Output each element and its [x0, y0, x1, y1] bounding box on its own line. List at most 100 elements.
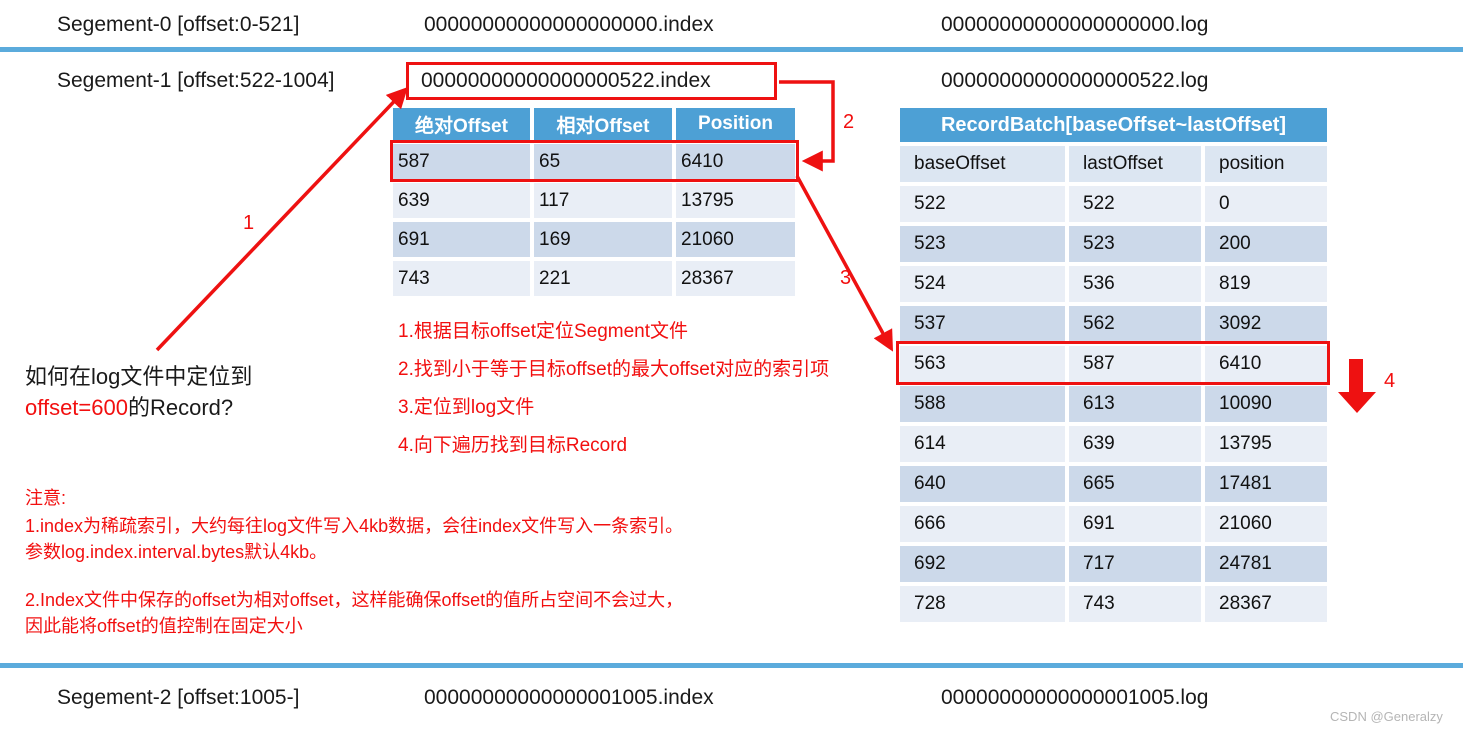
table-cell: 13795 — [676, 183, 795, 218]
table-row: 640 665 17481 — [900, 466, 1327, 502]
table-row: 537 562 3092 — [900, 306, 1327, 342]
index-table-header-row: 绝对Offset 相对Offset Position — [393, 108, 795, 140]
table-cell: 563 — [900, 346, 1065, 382]
question-text: 如何在log文件中定位到 offset=600的Record? — [25, 361, 252, 423]
table-row: 692 717 24781 — [900, 546, 1327, 582]
table-cell: 522 — [900, 186, 1065, 222]
table-cell: 562 — [1069, 306, 1201, 342]
notes-title: 注意: — [25, 488, 67, 508]
table-row: 522 522 0 — [900, 186, 1327, 222]
table-cell: 21060 — [1205, 506, 1327, 542]
table-cell: 221 — [534, 261, 672, 296]
table-cell: 666 — [900, 506, 1065, 542]
table-cell: 21060 — [676, 222, 795, 257]
table-cell: 743 — [393, 261, 530, 296]
table-cell: 728 — [900, 586, 1065, 622]
table-cell: 13795 — [1205, 426, 1327, 462]
segment2-index-filename: 00000000000000001005.index — [424, 686, 714, 709]
table-cell: 536 — [1069, 266, 1201, 302]
table-row: 523 523 200 — [900, 226, 1327, 262]
table-cell: 819 — [1205, 266, 1327, 302]
note-line-2: 参数log.index.interval.bytes默认4kb。 — [25, 542, 328, 562]
recordbatch-table-header-row: baseOffset lastOffset position — [900, 146, 1327, 182]
table-cell: 523 — [1069, 226, 1201, 262]
index-table: 绝对Offset 相对Offset Position 587 65 6410 639 1… — [393, 108, 795, 300]
recordbatch-table-title: RecordBatch[baseOffset~lastOffset] — [900, 108, 1327, 142]
table-cell: 6410 — [676, 144, 795, 179]
note-line-1: 1.index为稀疏索引，大约每往log文件写入4kb数据，会往index文件写… — [25, 516, 684, 536]
table-row: 691 169 21060 — [393, 222, 795, 257]
table-cell: 65 — [534, 144, 672, 179]
table-cell: 640 — [900, 466, 1065, 502]
recordbatch-header-base-offset: baseOffset — [900, 146, 1065, 182]
table-cell: 523 — [900, 226, 1065, 262]
table-cell: 613 — [1069, 386, 1201, 422]
recordbatch-header-last-offset: lastOffset — [1069, 146, 1201, 182]
table-cell: 639 — [1069, 426, 1201, 462]
index-table-header-position: Position — [676, 108, 795, 140]
question-suffix: 的Record? — [127, 395, 234, 420]
table-cell: 587 — [393, 144, 530, 179]
question-line2: offset=600的Record? — [25, 392, 252, 423]
table-cell: 524 — [900, 266, 1065, 302]
divider-top — [0, 47, 1463, 52]
table-row: 588 613 10090 — [900, 386, 1327, 422]
segment0-log-filename: 00000000000000000000.log — [941, 13, 1209, 36]
recordbatch-table: RecordBatch[baseOffset~lastOffset] baseO… — [900, 108, 1327, 626]
index-table-body: 587 65 6410 639 117 13795 691 169 21060 743 221 283… — [393, 144, 795, 296]
question-line1: 如何在log文件中定位到 — [25, 364, 253, 389]
table-row: 743 221 28367 — [393, 261, 795, 296]
table-cell: 691 — [1069, 506, 1201, 542]
table-cell: 3092 — [1205, 306, 1327, 342]
table-cell: 743 — [1069, 586, 1201, 622]
table-row: 614 639 13795 — [900, 426, 1327, 462]
table-cell: 28367 — [676, 261, 795, 296]
arrow-4-scan-down — [1338, 359, 1376, 413]
step-3: 3.定位到log文件 — [398, 397, 535, 418]
arrow-label-1: 1 — [243, 212, 255, 234]
table-cell: 588 — [900, 386, 1065, 422]
table-cell: 639 — [393, 183, 530, 218]
table-cell: 691 — [393, 222, 530, 257]
segment1-label: Segement-1 [offset:522-1004] — [57, 69, 335, 92]
step-4: 4.向下遍历找到目标Record — [398, 435, 628, 456]
table-cell: 717 — [1069, 546, 1201, 582]
table-row: 524 536 819 — [900, 266, 1327, 302]
index-table-header-absolute-offset: 绝对Offset — [393, 108, 530, 140]
watermark: CSDN @Generalzy — [1330, 709, 1443, 724]
table-row: 666 691 21060 — [900, 506, 1327, 542]
table-row: 587 65 6410 — [393, 144, 795, 179]
table-cell: 0 — [1205, 186, 1327, 222]
table-row: 728 743 28367 — [900, 586, 1327, 622]
arrow-1-locate-segment — [155, 86, 408, 352]
recordbatch-header-position: position — [1205, 146, 1327, 182]
segment2-label: Segement-2 [offset:1005-] — [57, 686, 300, 709]
table-cell: 28367 — [1205, 586, 1327, 622]
recordbatch-table-body: 522 522 0 523 523 200 524 536 819 537 562 3092 563 58… — [900, 186, 1327, 622]
note-line-3: 2.Index文件中保存的offset为相对offset，这样能确保offset… — [25, 590, 684, 610]
table-cell: 537 — [900, 306, 1065, 342]
table-cell: 6410 — [1205, 346, 1327, 382]
table-cell: 169 — [534, 222, 672, 257]
segment1-log-filename: 00000000000000000522.log — [941, 69, 1209, 92]
table-cell: 692 — [900, 546, 1065, 582]
question-offset-highlight: offset=600 — [25, 395, 128, 420]
index-table-header-relative-offset: 相对Offset — [534, 108, 672, 140]
arrow-label-2: 2 — [843, 111, 855, 133]
table-cell: 24781 — [1205, 546, 1327, 582]
note-line-4: 因此能将offset的值控制在固定大小 — [25, 616, 303, 636]
segment0-index-filename: 00000000000000000000.index — [424, 13, 714, 36]
step-1: 1.根据目标offset定位Segment文件 — [398, 321, 689, 342]
segment0-label: Segement-0 [offset:0-521] — [57, 13, 300, 36]
arrow-3-locate-log-file — [795, 175, 894, 352]
table-cell: 665 — [1069, 466, 1201, 502]
table-cell: 200 — [1205, 226, 1327, 262]
table-cell: 117 — [534, 183, 672, 218]
table-cell: 614 — [900, 426, 1065, 462]
table-cell: 17481 — [1205, 466, 1327, 502]
arrow-label-4: 4 — [1384, 370, 1396, 392]
segment2-log-filename: 00000000000000001005.log — [941, 686, 1209, 709]
table-cell: 587 — [1069, 346, 1201, 382]
table-row: 639 117 13795 — [393, 183, 795, 218]
